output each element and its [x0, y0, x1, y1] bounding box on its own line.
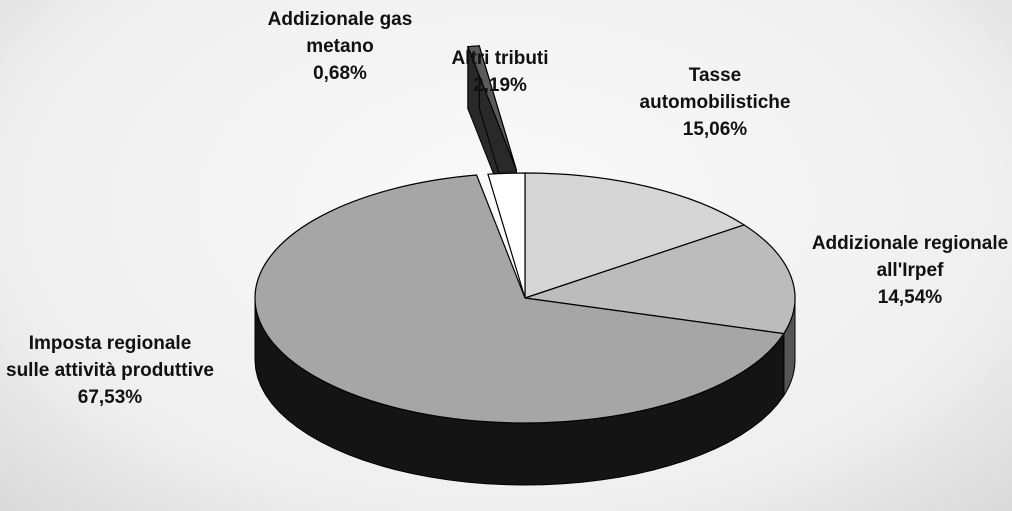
- slice-label: Addizionale regionale all'Irpef 14,54%: [805, 230, 1012, 311]
- slice: [524, 224, 796, 335]
- value-label: 67,53%: [77, 387, 143, 408]
- slice-label: Imposta regionale sulle attività produtt…: [5, 330, 215, 411]
- slice: [254, 174, 785, 424]
- value-label: 14,54%: [877, 287, 943, 308]
- slice-label: Tasse automobilistiche 15,06%: [630, 62, 800, 143]
- slice-label: Altri tributi 2,19%: [440, 45, 560, 99]
- value-label: 15,06%: [682, 119, 748, 140]
- slice: [467, 45, 517, 170]
- value-label: 2,19%: [473, 75, 527, 96]
- slice-label: Addizionale gas metano 0,68%: [245, 6, 435, 87]
- category-label: Altri tributi: [451, 48, 549, 69]
- slice: [524, 172, 746, 299]
- value-label: 0,68%: [313, 63, 367, 84]
- category-label: Tasse automobilistiche: [639, 65, 791, 113]
- category-label: Addizionale gas metano: [267, 9, 413, 57]
- slice: [487, 172, 526, 299]
- category-label: Imposta regionale sulle attività produtt…: [6, 333, 214, 381]
- category-label: Addizionale regionale all'Irpef: [811, 233, 1009, 281]
